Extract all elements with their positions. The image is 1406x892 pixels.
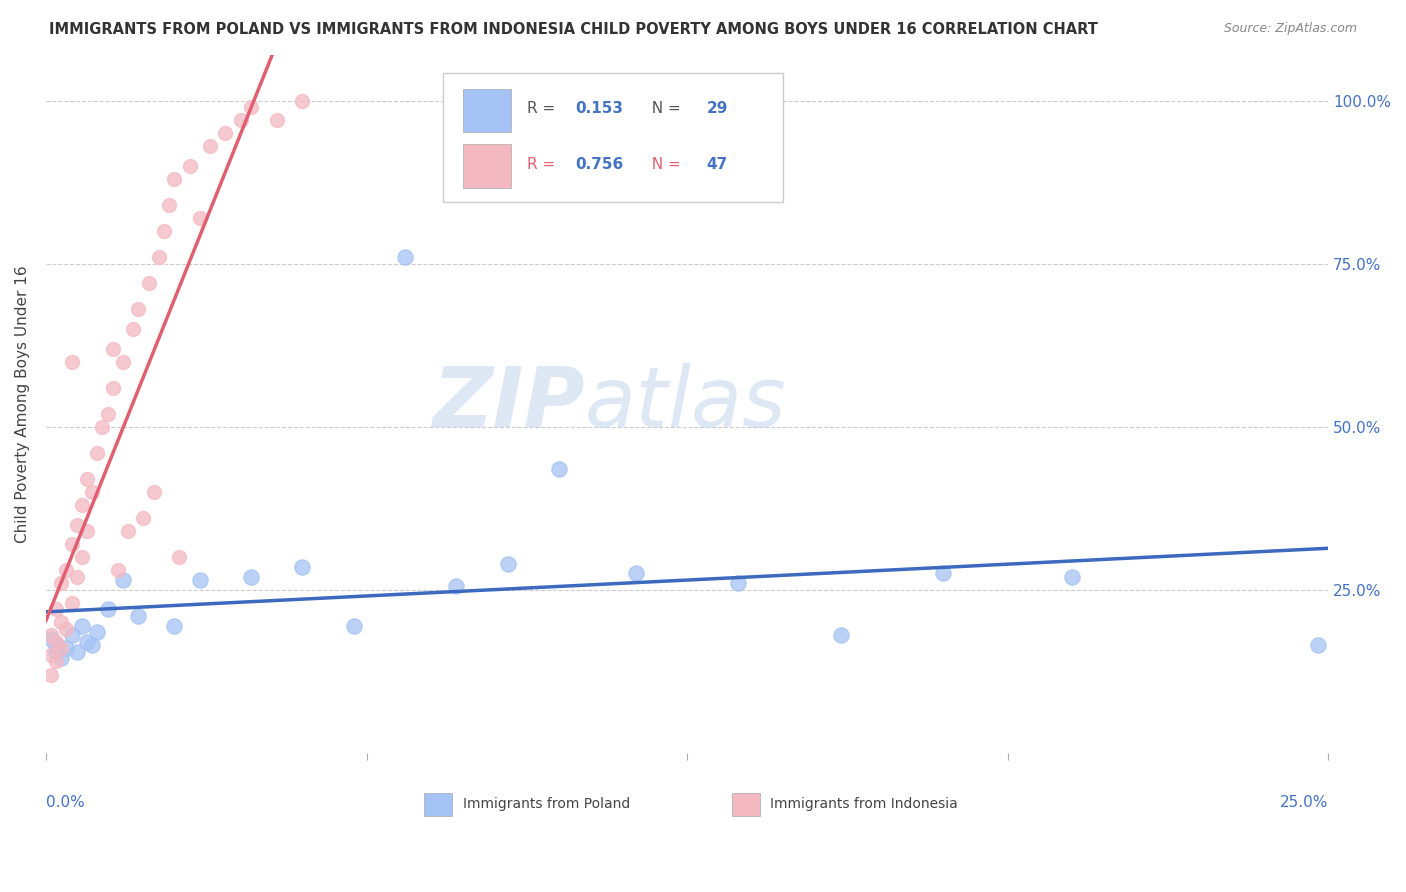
Point <box>82 485 104 500</box>
Point <box>179 159 201 173</box>
Point <box>624 566 647 581</box>
Point <box>66 570 89 584</box>
Text: 29: 29 <box>706 102 728 116</box>
Point <box>51 576 73 591</box>
Point <box>142 485 165 500</box>
Point <box>107 563 129 577</box>
Point <box>148 250 170 264</box>
Point <box>45 602 67 616</box>
Point <box>60 537 83 551</box>
Text: 25.0%: 25.0% <box>1279 795 1329 810</box>
Point <box>188 573 211 587</box>
Point <box>45 645 67 659</box>
Point <box>96 602 118 616</box>
Point <box>229 113 252 128</box>
Point <box>111 354 134 368</box>
Point <box>55 622 77 636</box>
Text: 0.153: 0.153 <box>575 102 623 116</box>
FancyBboxPatch shape <box>443 72 783 202</box>
Text: N =: N = <box>643 157 686 172</box>
Point <box>60 596 83 610</box>
Point <box>1060 570 1083 584</box>
Point <box>394 250 416 264</box>
Point <box>76 472 98 486</box>
Text: Immigrants from Indonesia: Immigrants from Indonesia <box>770 797 957 811</box>
Point <box>96 407 118 421</box>
Point <box>291 94 314 108</box>
Point <box>70 550 93 565</box>
Point <box>70 498 93 512</box>
Point <box>163 172 186 186</box>
Text: 0.756: 0.756 <box>575 157 624 172</box>
Point <box>39 632 62 646</box>
Point <box>214 127 236 141</box>
Point <box>496 557 519 571</box>
Text: IMMIGRANTS FROM POLAND VS IMMIGRANTS FROM INDONESIA CHILD POVERTY AMONG BOYS UND: IMMIGRANTS FROM POLAND VS IMMIGRANTS FRO… <box>49 22 1098 37</box>
Point <box>188 211 211 226</box>
Point <box>830 628 852 642</box>
Point <box>240 570 263 584</box>
Point <box>70 618 93 632</box>
Point <box>198 139 221 153</box>
Point <box>45 635 67 649</box>
Point <box>39 667 62 681</box>
Point <box>60 628 83 642</box>
Text: 0.0%: 0.0% <box>46 795 84 810</box>
Point <box>66 517 89 532</box>
Text: R =: R = <box>527 157 560 172</box>
Point <box>45 638 67 652</box>
Point <box>157 198 180 212</box>
Text: N =: N = <box>643 102 686 116</box>
Point <box>86 625 108 640</box>
Point <box>122 322 145 336</box>
Point <box>240 100 263 114</box>
Point <box>547 462 569 476</box>
Point <box>153 224 176 238</box>
Point <box>343 618 366 632</box>
Point <box>51 651 73 665</box>
Point <box>446 580 468 594</box>
Point <box>932 566 955 581</box>
Point <box>163 618 186 632</box>
Point <box>51 615 73 630</box>
Point <box>111 573 134 587</box>
Point <box>55 563 77 577</box>
Text: atlas: atlas <box>585 363 786 444</box>
FancyBboxPatch shape <box>463 145 512 187</box>
Point <box>127 302 149 317</box>
Point <box>39 628 62 642</box>
Point <box>76 524 98 538</box>
Point <box>76 635 98 649</box>
Point <box>66 645 89 659</box>
Text: R =: R = <box>527 102 560 116</box>
Point <box>1306 638 1329 652</box>
Point <box>39 648 62 662</box>
Text: Source: ZipAtlas.com: Source: ZipAtlas.com <box>1223 22 1357 36</box>
Point <box>117 524 139 538</box>
Point <box>82 638 104 652</box>
Text: Immigrants from Poland: Immigrants from Poland <box>463 797 630 811</box>
Point <box>86 446 108 460</box>
Point <box>727 576 749 591</box>
Point <box>291 560 314 574</box>
Point <box>55 641 77 656</box>
Point <box>266 113 288 128</box>
FancyBboxPatch shape <box>733 793 761 815</box>
Point <box>169 550 191 565</box>
Point <box>132 511 155 525</box>
Point <box>60 354 83 368</box>
Point <box>138 277 160 291</box>
Text: ZIP: ZIP <box>432 363 585 444</box>
FancyBboxPatch shape <box>425 793 453 815</box>
Point <box>127 608 149 623</box>
Point <box>51 641 73 656</box>
Point <box>101 342 124 356</box>
Text: 47: 47 <box>706 157 727 172</box>
FancyBboxPatch shape <box>463 88 512 132</box>
Point <box>45 655 67 669</box>
Point <box>101 381 124 395</box>
Point <box>91 419 114 434</box>
Y-axis label: Child Poverty Among Boys Under 16: Child Poverty Among Boys Under 16 <box>15 265 30 542</box>
